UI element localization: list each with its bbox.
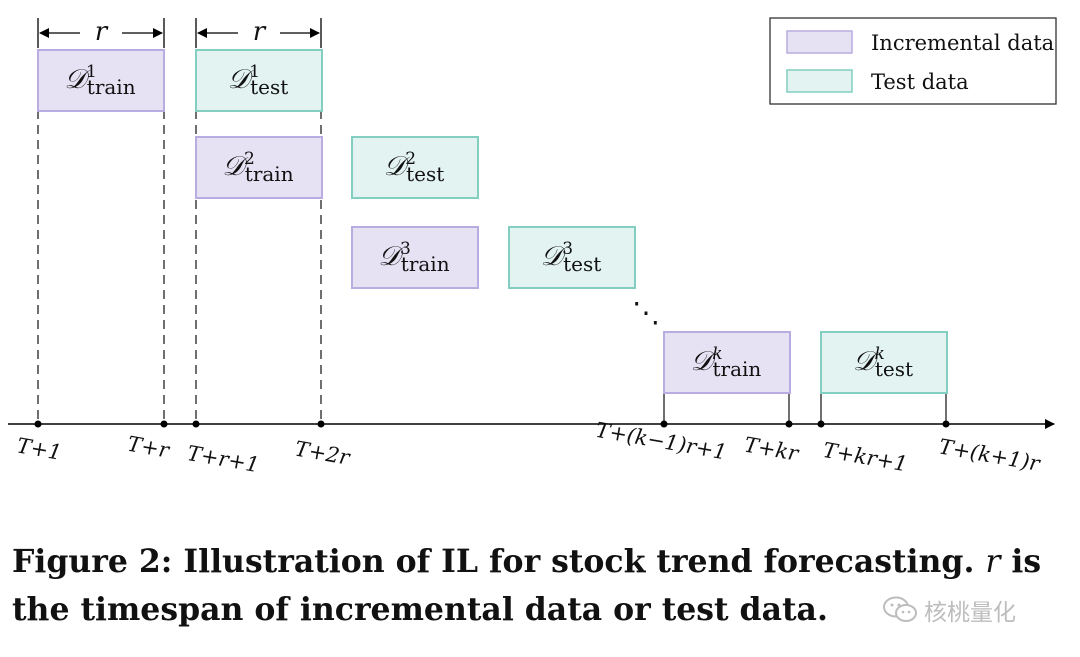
tick-label: T+kr+1 bbox=[821, 438, 909, 476]
k-window-ticks bbox=[663, 394, 947, 424]
tick-dot bbox=[785, 420, 793, 428]
watermark: 核桃量化 bbox=[882, 592, 1016, 628]
block-box bbox=[37, 49, 165, 112]
tick-dot bbox=[660, 420, 668, 428]
tick-label: T+kr bbox=[742, 433, 802, 466]
block-box bbox=[195, 136, 323, 199]
tick-dot bbox=[817, 420, 825, 428]
tick-dot bbox=[160, 420, 168, 428]
tick-dot bbox=[942, 420, 950, 428]
block-test-k: 𝒟k test bbox=[820, 331, 948, 394]
figure-caption: Figure 2: Illustration of IL for stock t… bbox=[12, 538, 1072, 633]
block-train-k: 𝒟k train bbox=[663, 331, 791, 394]
caption-text-1: Figure 2: Illustration of IL for stock t… bbox=[12, 543, 986, 580]
data-blocks: 𝒟1 train 𝒟1 test 𝒟2 train 𝒟2 test 𝒟3 train 𝒟3 test 𝒟… bbox=[37, 49, 948, 394]
tick-dot bbox=[34, 420, 42, 428]
legend: Incremental data Test data bbox=[769, 17, 1057, 105]
block-test-2: 𝒟2 test bbox=[351, 136, 479, 199]
watermark-text: 核桃量化 bbox=[924, 600, 1016, 626]
span-label-r: r bbox=[253, 17, 267, 47]
block-label: 𝒟k test bbox=[853, 344, 913, 381]
block-label: 𝒟2 train bbox=[222, 149, 293, 186]
block-label: 𝒟k train bbox=[691, 344, 762, 381]
legend-label-test: Test data bbox=[871, 70, 969, 94]
block-label: 𝒟1 train bbox=[64, 62, 135, 99]
block-train-1: 𝒟1 train bbox=[37, 49, 165, 112]
axis-ticks: T+1 T+r T+r+1 T+2r T+(k−1)r+1 T+kr T+kr+1 T+(k+… bbox=[15, 418, 1043, 477]
tick-label: T+r bbox=[126, 432, 173, 463]
caption-variable: r bbox=[985, 544, 1001, 580]
block-label: 𝒟2 test bbox=[384, 149, 445, 186]
legend-swatch-incremental bbox=[786, 30, 853, 54]
block-box bbox=[351, 226, 479, 289]
tick-label: T+1 bbox=[15, 433, 63, 464]
ellipsis: ⋱ bbox=[632, 296, 660, 329]
caption-text-2: is the timespan of incremental data or t… bbox=[12, 543, 1042, 628]
block-box bbox=[820, 331, 948, 394]
block-box bbox=[195, 49, 323, 112]
block-test-1: 𝒟1 test bbox=[195, 49, 323, 112]
tick-dot bbox=[317, 420, 325, 428]
block-label: 𝒟3 test bbox=[541, 239, 602, 276]
tick-dot bbox=[192, 420, 200, 428]
il-timeline-diagram: Incremental data Test data r bbox=[8, 17, 1057, 477]
block-train-3: 𝒟3 train bbox=[351, 226, 479, 289]
span-marker-train bbox=[37, 18, 165, 48]
block-box bbox=[351, 136, 479, 199]
legend-swatch-test bbox=[786, 69, 853, 93]
legend-label-incremental: Incremental data bbox=[871, 31, 1054, 55]
tick-label: T+2r bbox=[293, 437, 353, 471]
block-box bbox=[663, 331, 791, 394]
tick-label: T+r+1 bbox=[185, 441, 261, 477]
block-label: 𝒟3 train bbox=[378, 239, 449, 276]
block-label: 𝒟1 test bbox=[228, 62, 289, 99]
span-label-r: r bbox=[95, 17, 109, 47]
wechat-icon bbox=[883, 596, 917, 622]
block-box bbox=[508, 226, 636, 289]
tick-label: T+(k+1)r bbox=[937, 434, 1043, 476]
block-train-2: 𝒟2 train bbox=[195, 136, 323, 199]
block-test-3: 𝒟3 test bbox=[508, 226, 636, 289]
span-marker-test bbox=[195, 18, 322, 48]
